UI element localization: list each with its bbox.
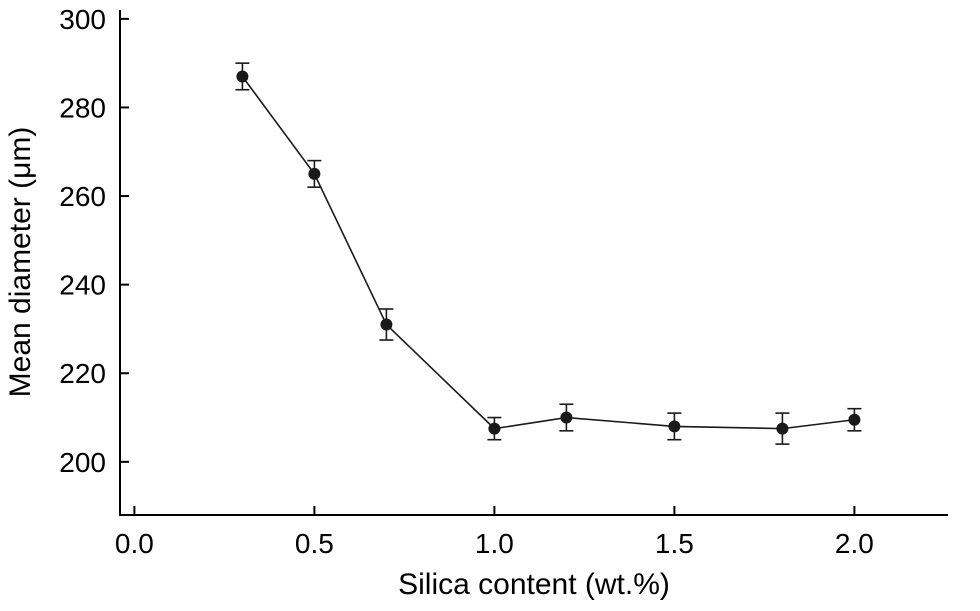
data-point	[776, 422, 789, 435]
y-tick-label: 300	[59, 4, 106, 35]
data-point	[560, 411, 573, 424]
data-point	[236, 70, 249, 83]
x-tick-label: 1.5	[655, 528, 694, 559]
x-tick-label: 0.5	[295, 528, 334, 559]
y-tick-label: 200	[59, 447, 106, 478]
x-axis-title: Silica content (wt.%)	[398, 568, 670, 601]
data-point	[848, 413, 861, 426]
x-tick-label: 2.0	[835, 528, 874, 559]
y-axis-title: Mean diameter (μm)	[4, 127, 37, 398]
data-point	[488, 422, 501, 435]
data-point	[668, 420, 681, 433]
y-tick-label: 220	[59, 358, 106, 389]
data-line	[241, 75, 855, 430]
data-point	[380, 318, 393, 331]
y-tick-label: 240	[59, 270, 106, 301]
y-tick-label: 260	[59, 181, 106, 212]
x-tick-label: 1.0	[475, 528, 514, 559]
y-tick-label: 280	[59, 92, 106, 123]
x-tick-label: 0.0	[115, 528, 154, 559]
data-point	[308, 167, 321, 180]
